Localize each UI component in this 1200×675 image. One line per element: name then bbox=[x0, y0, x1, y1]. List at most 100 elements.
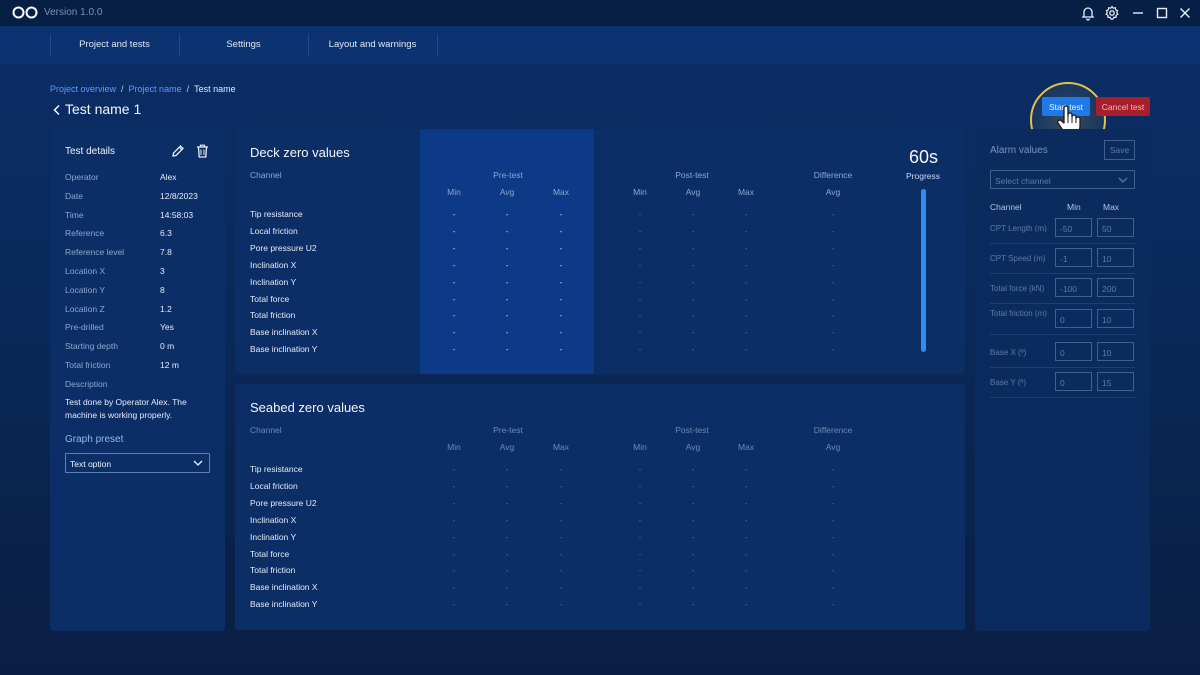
deck-sub-header: Avg bbox=[499, 187, 515, 197]
deck-group-header: Post-test bbox=[675, 170, 709, 180]
breadcrumb-project-overview[interactable]: Project overview bbox=[50, 84, 117, 94]
alarm-max-input[interactable]: 50 bbox=[1097, 218, 1134, 237]
seabed-cell-value: - bbox=[744, 497, 748, 508]
deck-cell-value: - bbox=[831, 276, 835, 287]
alarm-channel-label: Base Y (º) bbox=[990, 378, 1026, 387]
seabed-cell-value: - bbox=[744, 531, 748, 542]
seabed-cell-value: - bbox=[559, 497, 563, 508]
seabed-cell-value: - bbox=[691, 531, 695, 542]
deck-group-header: Difference bbox=[813, 170, 853, 180]
alarm-min-input[interactable]: -1 bbox=[1055, 248, 1092, 267]
tab-project-and-tests[interactable]: Project and tests bbox=[79, 39, 150, 50]
seabed-cell-value: - bbox=[638, 565, 642, 576]
deck-cell-value: - bbox=[505, 225, 509, 236]
description-label: Description bbox=[65, 379, 108, 389]
seabed-cell-value: - bbox=[638, 497, 642, 508]
breadcrumb-project-name[interactable]: Project name bbox=[128, 84, 182, 94]
detail-label: Location Z bbox=[65, 303, 105, 314]
alarm-max-input[interactable]: 10 bbox=[1097, 248, 1134, 267]
deck-channel-name: Tip resistance bbox=[250, 209, 303, 219]
pre-test-column-highlight bbox=[420, 129, 594, 374]
deck-cell-value: - bbox=[744, 209, 748, 219]
seabed-group-header: Pre-test bbox=[493, 425, 523, 435]
alarm-channel-label: Total friction (m) bbox=[990, 309, 1047, 318]
detail-label: Date bbox=[65, 190, 83, 201]
trash-icon[interactable] bbox=[196, 144, 209, 158]
detail-value: Yes bbox=[160, 322, 174, 333]
tab-settings[interactable]: Settings bbox=[226, 39, 261, 50]
detail-label: Operator bbox=[65, 172, 99, 182]
tab-layout-and-warnings[interactable]: Layout and warnings bbox=[328, 39, 417, 50]
close-icon[interactable] bbox=[1177, 5, 1193, 21]
deck-cell-value: - bbox=[744, 225, 748, 236]
seabed-cell-value: - bbox=[559, 565, 563, 576]
alarm-max-input[interactable]: 10 bbox=[1097, 342, 1134, 361]
seabed-cell-value: - bbox=[744, 480, 748, 491]
alarm-min-input[interactable]: 0 bbox=[1055, 342, 1092, 361]
deck-cell-value: - bbox=[638, 276, 642, 287]
seabed-cell-value: - bbox=[831, 582, 835, 593]
progress-bar-fill bbox=[921, 189, 926, 352]
alarm-min-header: Min bbox=[1067, 202, 1081, 212]
alarm-max-input[interactable]: 10 bbox=[1097, 309, 1134, 328]
detail-label: Location Y bbox=[65, 284, 106, 295]
detail-value: 7.8 bbox=[160, 247, 172, 258]
deck-table-title: Deck zero values bbox=[250, 145, 350, 160]
alarm-max-input[interactable]: 200 bbox=[1097, 278, 1134, 297]
deck-cell-value: - bbox=[559, 293, 563, 304]
alarm-values-panel: Alarm values Save Select channel Channel… bbox=[975, 129, 1150, 631]
deck-cell-value: - bbox=[831, 310, 835, 321]
deck-cell-value: - bbox=[691, 293, 695, 304]
alarm-min-input[interactable]: 0 bbox=[1055, 309, 1092, 328]
gear-icon[interactable] bbox=[1104, 5, 1120, 21]
graph-preset-select[interactable]: Text option bbox=[65, 453, 210, 473]
seabed-channel-name: Base inclination Y bbox=[250, 599, 318, 610]
seabed-cell-value: - bbox=[559, 464, 563, 474]
chevron-down-icon bbox=[1118, 177, 1128, 183]
edit-icon[interactable] bbox=[171, 144, 185, 158]
deck-channel-name: Base inclination X bbox=[250, 327, 318, 338]
seabed-cell-value: - bbox=[559, 582, 563, 593]
deck-cell-value: - bbox=[691, 327, 695, 338]
title-bar: Version 1.0.0 bbox=[0, 0, 1200, 26]
deck-group-header: Pre-test bbox=[493, 170, 523, 180]
seabed-cell-value: - bbox=[831, 497, 835, 508]
deck-cell-value: - bbox=[559, 327, 563, 338]
deck-sub-header: Avg bbox=[825, 187, 841, 197]
minimize-icon[interactable] bbox=[1130, 5, 1146, 21]
alarm-min-input[interactable]: -50 bbox=[1055, 218, 1092, 237]
deck-cell-value: - bbox=[691, 225, 695, 236]
alarm-save-button[interactable]: Save bbox=[1104, 140, 1135, 160]
alarm-values-title: Alarm values bbox=[990, 145, 1048, 156]
seabed-cell-value: - bbox=[744, 464, 748, 474]
seabed-cell-value: - bbox=[638, 599, 642, 610]
select-channel-dropdown[interactable]: Select channel bbox=[990, 170, 1135, 189]
seabed-cell-value: - bbox=[744, 514, 748, 525]
alarm-min-input[interactable]: -100 bbox=[1055, 278, 1092, 297]
seabed-cell-value: - bbox=[831, 531, 835, 542]
seabed-sub-header: Max bbox=[737, 442, 755, 452]
seabed-channel-header: Channel bbox=[250, 425, 282, 435]
alarm-max-input[interactable]: 15 bbox=[1097, 372, 1134, 391]
deck-cell-value: - bbox=[505, 259, 509, 270]
deck-cell-value: - bbox=[638, 209, 642, 219]
seabed-cell-value: - bbox=[638, 582, 642, 593]
alarm-channel-label: CPT Speed (m) bbox=[990, 254, 1046, 263]
detail-value: 3 bbox=[160, 266, 165, 276]
deck-cell-value: - bbox=[559, 344, 563, 355]
seabed-cell-value: - bbox=[505, 497, 509, 508]
detail-value: 12 m bbox=[160, 360, 179, 370]
deck-cell-value: - bbox=[638, 293, 642, 304]
cancel-test-button[interactable]: Cancel test bbox=[1096, 97, 1150, 116]
seabed-cell-value: - bbox=[831, 599, 835, 610]
chevron-left-icon[interactable] bbox=[52, 104, 62, 116]
seabed-channel-name: Pore pressure U2 bbox=[250, 497, 317, 508]
maximize-icon[interactable] bbox=[1154, 5, 1170, 21]
deck-cell-value: - bbox=[691, 344, 695, 355]
nav-divider bbox=[50, 34, 51, 56]
seabed-cell-value: - bbox=[559, 514, 563, 525]
seabed-group-header: Post-test bbox=[675, 425, 709, 435]
alarm-min-input[interactable]: 0 bbox=[1055, 372, 1092, 391]
bell-icon[interactable] bbox=[1080, 5, 1096, 21]
chevron-down-icon bbox=[193, 460, 203, 466]
